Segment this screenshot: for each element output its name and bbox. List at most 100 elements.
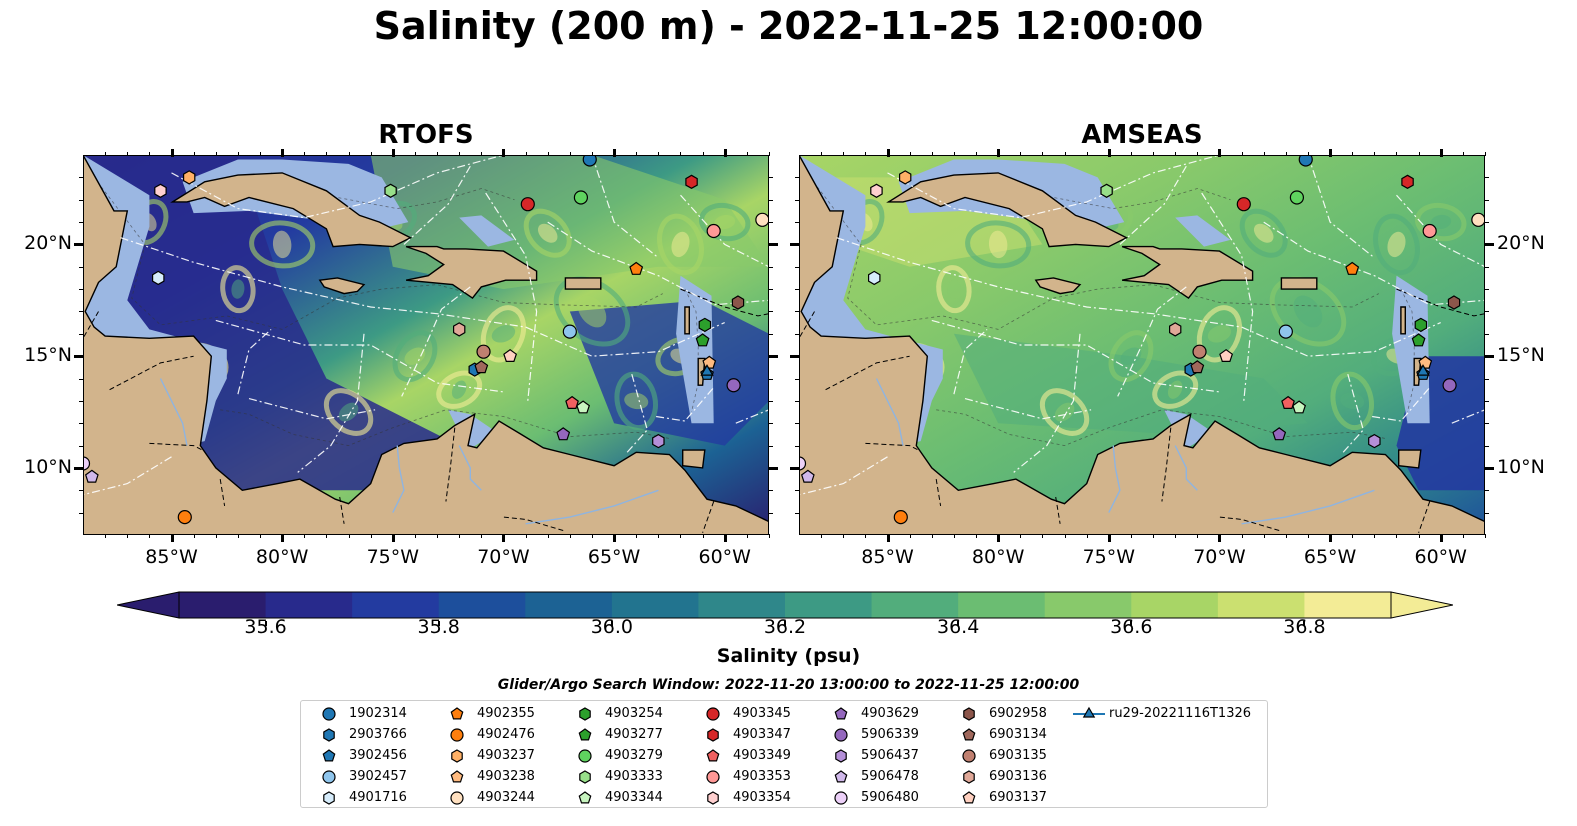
y-tick-label-left: 15°N [24,344,72,367]
x-minor-tick [658,534,660,538]
y-minor-tick [1485,177,1489,179]
x-minor-tick [953,534,955,538]
y-minor-tick [79,490,83,492]
y-minor-tick [1485,400,1489,402]
platform-marker-ru29-20221116T1326 [1416,364,1430,376]
x-minor-tick [370,152,372,156]
platform-legend: 1902314 2903766 3902456 3902457 4901716 49023… [300,700,1268,808]
x-minor-tick [1042,534,1044,538]
legend-marker-icon [706,749,720,762]
legend-marker-icon [963,707,975,721]
legend-marker-icon [578,749,592,763]
y-minor-tick [1485,199,1489,201]
platform-marker-4903354 [154,183,167,198]
y-tick-mark [769,355,778,359]
x-minor-tick [821,534,823,538]
x-minor-tick [746,152,748,156]
y-minor-tick [1485,289,1489,291]
legend-marker-icon [962,749,976,763]
x-minor-tick [1108,534,1110,538]
platform-marker-4903347 [685,174,698,189]
x-tick-mark-bottom [723,534,727,542]
y-minor-tick [79,512,83,514]
map-frame-amseas [799,155,1485,535]
x-minor-tick [887,534,889,538]
x-minor-tick [865,152,867,156]
x-minor-tick [414,152,416,156]
x-minor-tick [1374,152,1376,156]
x-tick-label: 65°W [1303,546,1357,568]
x-tick-mark-bottom [1107,534,1111,542]
legend-label: 4902476 [477,727,535,742]
x-tick-label: 65°W [587,546,641,568]
x-minor-tick [392,152,394,156]
y-minor-tick [1485,378,1489,380]
platform-marker-4903254 [1414,317,1428,333]
x-minor-tick [547,152,549,156]
platform-marker-6903137 [1219,348,1234,362]
y-tick-mark [74,355,83,359]
platform-marker-4902355 [629,261,644,275]
x-minor-tick [976,152,978,156]
legend-marker-icon [963,770,975,784]
legend-marker-icon [834,707,848,720]
legend-marker-icon [707,728,719,742]
legend-label: ru29-20221116T1326 [1109,706,1252,721]
y-minor-tick [795,445,799,447]
x-minor-tick [909,152,911,156]
platform-marker-1902314 [582,155,597,167]
map-frame-rtofs [83,155,769,535]
x-minor-tick [525,534,527,538]
y-tick-mark [790,355,799,359]
x-minor-tick [1086,534,1088,538]
y-tick-mark [1485,243,1494,247]
x-minor-tick [105,152,107,156]
legend-marker-icon [322,770,336,784]
platform-marker-4903629 [1272,427,1287,441]
legend-marker-icon [706,707,720,721]
x-tick-label: 70°W [477,546,530,568]
x-minor-tick [171,534,173,538]
y-minor-tick [79,177,83,179]
legend-marker-icon [450,707,464,720]
legend-marker-icon [834,728,848,742]
y-minor-tick [769,512,773,514]
x-minor-tick [998,534,1000,538]
x-minor-tick [392,534,394,538]
y-minor-tick [769,400,773,402]
y-tick-mark [1485,355,1494,359]
x-minor-tick [865,534,867,538]
legend-label: 4903353 [733,769,791,784]
platform-marker-5906339 [726,378,741,393]
platform-marker-4903345 [520,197,535,212]
colorbar-bin [785,592,873,618]
x-minor-tick [193,534,195,538]
legend-marker-icon [450,791,464,805]
y-minor-tick [795,199,799,201]
y-minor-tick [79,333,83,335]
x-minor-tick [1485,152,1486,156]
x-minor-tick [591,152,593,156]
x-minor-tick [326,152,328,156]
x-minor-tick [1440,152,1442,156]
y-minor-tick [1485,445,1489,447]
colorbar-tick-mark [957,621,960,626]
x-minor-tick [149,152,151,156]
colorbar-tick-label: 35.8 [417,616,460,638]
x-minor-tick [1330,534,1332,538]
platform-marker-4903354 [870,183,883,198]
x-minor-tick [1462,152,1464,156]
platform-marker-4903353 [706,223,721,239]
platform-marker-4903344 [1292,400,1307,414]
x-tick-label: 60°W [1414,546,1467,568]
x-tick-label: 85°W [861,546,914,568]
x-tick-mark-bottom [1218,534,1222,542]
colorbar [116,589,1454,621]
y-tick-mark [74,466,83,470]
x-minor-tick [1285,152,1287,156]
platform-marker-6903136 [453,322,466,337]
x-minor-tick [215,534,217,538]
y-minor-tick [795,400,799,402]
colorbar-bin [438,592,526,618]
colorbar-bin [1304,592,1392,618]
